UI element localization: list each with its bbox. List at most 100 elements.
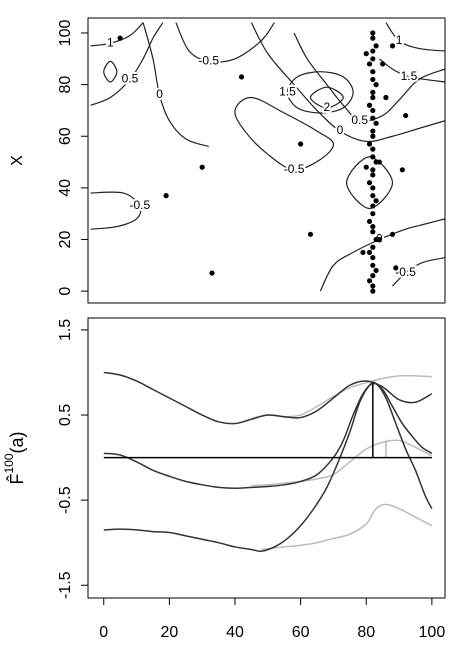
contour-line <box>309 86 344 109</box>
contour-label: 0 <box>337 123 344 137</box>
data-point <box>370 35 376 41</box>
data-point <box>370 76 376 83</box>
data-point <box>380 61 386 67</box>
line-layer <box>103 371 433 553</box>
contour-line <box>175 22 275 63</box>
data-point <box>370 56 376 62</box>
data-point <box>370 273 376 279</box>
y-tick-label: 80 <box>57 76 74 94</box>
contour-label: -0.5 <box>284 162 305 176</box>
y-tick-label: 100 <box>57 20 74 47</box>
x-tick-label: 60 <box>292 624 310 641</box>
y-axis-label: F̂100(a) <box>2 431 27 484</box>
contour-label: 1.5 <box>401 69 418 83</box>
data-point <box>370 89 376 95</box>
contour-line <box>90 22 164 106</box>
data-point <box>373 267 379 274</box>
data-point <box>383 94 389 101</box>
data-point <box>366 249 373 256</box>
data-point <box>370 128 376 134</box>
data-point <box>366 278 373 284</box>
data-point <box>370 154 376 160</box>
contour-line <box>379 58 445 83</box>
data-point <box>403 112 409 119</box>
curve <box>103 382 433 489</box>
curve <box>261 503 433 551</box>
data-point <box>389 43 396 49</box>
data-point <box>373 43 379 49</box>
curve <box>103 371 433 425</box>
data-point <box>370 69 376 75</box>
contour-label: 2 <box>324 100 331 114</box>
data-point <box>370 185 376 191</box>
contour-line <box>103 60 118 83</box>
data-point <box>363 164 369 170</box>
contour-line <box>385 22 445 52</box>
data-point <box>373 120 379 126</box>
data-point <box>370 107 376 114</box>
curve <box>103 381 433 553</box>
data-point <box>298 141 304 147</box>
x-tick-label: 40 <box>226 624 244 641</box>
data-point <box>370 254 376 261</box>
contour-line <box>319 218 445 292</box>
data-point <box>370 223 376 230</box>
data-point <box>370 146 376 152</box>
contour-label: -0.5 <box>395 265 416 279</box>
contour-line <box>345 156 394 210</box>
data-point <box>163 193 169 199</box>
contour-line <box>250 22 445 143</box>
data-point <box>363 51 369 57</box>
data-point <box>373 82 379 88</box>
data-point <box>238 74 245 80</box>
data-point <box>376 159 382 165</box>
contour-line <box>286 71 354 114</box>
data-point <box>370 167 376 173</box>
contour-label: -0.5 <box>130 198 151 212</box>
contour-label: 1 <box>107 35 114 49</box>
data-point <box>307 231 314 237</box>
y-tick-label: 0 <box>57 287 74 296</box>
y-tick-label: -0.5 <box>57 486 74 514</box>
data-point <box>209 270 215 276</box>
data-point <box>370 288 376 294</box>
data-point <box>376 236 382 243</box>
data-point <box>370 94 376 101</box>
contour-line <box>142 22 209 148</box>
y-tick-label: 20 <box>57 230 74 248</box>
data-point <box>370 133 376 139</box>
data-point <box>370 30 376 36</box>
data-point <box>393 265 399 271</box>
data-point <box>199 164 205 170</box>
data-point <box>117 35 123 41</box>
x-tick-label: 100 <box>419 624 446 641</box>
y-label-sup: 100 <box>2 453 16 473</box>
contour-line <box>392 256 445 287</box>
curve <box>251 439 433 487</box>
data-point <box>370 244 376 250</box>
y-tick-label: 40 <box>57 179 74 197</box>
contour-label: 1 <box>396 33 403 47</box>
data-point <box>373 198 379 204</box>
curve <box>251 374 432 420</box>
contour-label: 0 <box>156 87 163 101</box>
data-point <box>360 249 366 256</box>
y-tick-label: 0.5 <box>57 404 74 426</box>
contour-label: 0.5 <box>351 113 368 127</box>
data-point <box>370 229 376 235</box>
data-point <box>366 218 373 225</box>
data-point <box>389 231 396 237</box>
data-point <box>370 48 376 54</box>
x-tick-label: 20 <box>160 624 178 641</box>
y-axis-label: X <box>9 155 26 166</box>
y-label-main: F̂ <box>6 474 27 485</box>
data-point <box>366 102 373 108</box>
data-point <box>366 141 373 147</box>
data-point <box>370 211 376 217</box>
data-point <box>370 203 376 209</box>
data-point <box>370 283 376 289</box>
x-tick-label: 80 <box>357 624 375 641</box>
contour-label: -0.5 <box>198 54 219 68</box>
